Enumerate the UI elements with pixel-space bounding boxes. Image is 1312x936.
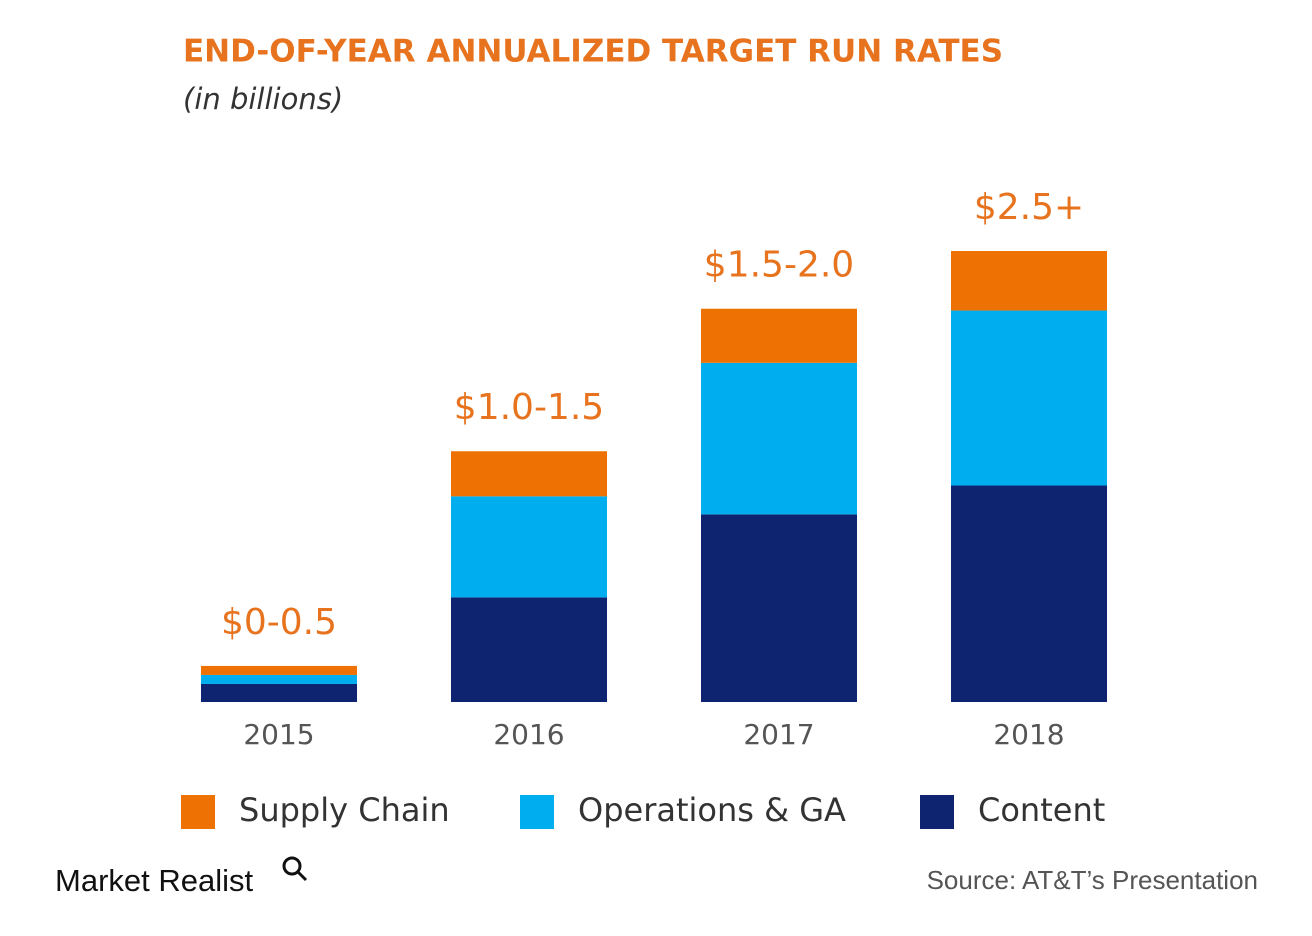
x-tick-label: 2015 bbox=[243, 718, 314, 751]
total-label: $1.0-1.5 bbox=[454, 387, 604, 428]
bar-segment bbox=[701, 514, 857, 702]
x-tick-label: 2018 bbox=[993, 718, 1064, 751]
source: Source: AT&T’s Presentation bbox=[927, 865, 1258, 895]
bar-segment bbox=[201, 674, 357, 684]
legend-label: Operations & GA bbox=[578, 791, 846, 829]
bar-segment bbox=[951, 310, 1107, 486]
bar-segment bbox=[201, 683, 357, 702]
x-tick-label: 2016 bbox=[493, 718, 564, 751]
x-tick-label: 2017 bbox=[743, 718, 814, 751]
total-label: $0-0.5 bbox=[221, 602, 337, 643]
brand-icon bbox=[296, 870, 308, 882]
legend-swatch bbox=[920, 795, 954, 829]
legend-swatch bbox=[520, 795, 554, 829]
bar-segment bbox=[451, 496, 607, 598]
bar-segment bbox=[951, 251, 1107, 311]
bar-segment bbox=[701, 362, 857, 515]
chart-title: END-OF-YEAR ANNUALIZED TARGET RUN RATES bbox=[183, 34, 1003, 70]
bar-segment bbox=[201, 665, 357, 675]
brand: Market Realist bbox=[55, 863, 253, 898]
total-label: $2.5+ bbox=[974, 187, 1084, 228]
brand-icon bbox=[282, 856, 302, 876]
bar-segment bbox=[451, 597, 607, 702]
chart-subtitle: (in billions) bbox=[183, 82, 343, 116]
legend-label: Content bbox=[978, 791, 1105, 829]
bar-segment bbox=[701, 308, 857, 363]
total-label: $1.5-2.0 bbox=[704, 245, 854, 286]
legend-label: Supply Chain bbox=[239, 791, 450, 829]
bar-segment bbox=[451, 451, 607, 497]
bar-segment bbox=[951, 485, 1107, 702]
legend-swatch bbox=[181, 795, 215, 829]
